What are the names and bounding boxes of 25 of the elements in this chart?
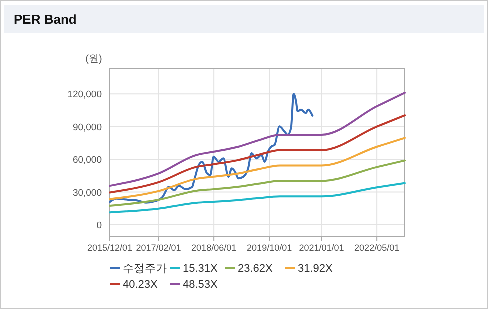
line-series	[109, 92, 406, 188]
y-tick-label: 120,000	[68, 90, 102, 101]
y-tick-label: 0	[96, 220, 102, 232]
legend-label: 15.31X	[183, 263, 219, 275]
y-tick-label: 30,000	[72, 188, 102, 199]
y-tick-label: 90,000	[72, 122, 102, 134]
legend-label: 48.53X	[183, 279, 219, 291]
x-tick-label: 2022/05/01	[354, 243, 400, 253]
x-tick-label: 2019/10/01	[247, 243, 292, 253]
x-tick-label: 2018/06/01	[192, 243, 237, 253]
y-tick-label: 60,000	[72, 155, 102, 166]
line-series	[109, 182, 406, 214]
legend-label: 40.23X	[123, 279, 159, 291]
line-series	[109, 93, 314, 204]
x-tick-label: 2017/02/01	[136, 243, 182, 253]
line-series	[109, 137, 406, 200]
chart-title: PER Band	[14, 12, 77, 27]
x-tick-label: 2021/01/01	[299, 243, 344, 253]
line-series	[109, 114, 406, 194]
legend-label: 31.92X	[298, 263, 334, 275]
y-axis-title: (원)	[86, 54, 102, 65]
x-tick-label: 2015/12/01	[87, 243, 133, 253]
line-series	[109, 160, 406, 208]
legend-label: 수정주가	[123, 263, 167, 275]
legend-label: 23.62X	[238, 263, 274, 275]
